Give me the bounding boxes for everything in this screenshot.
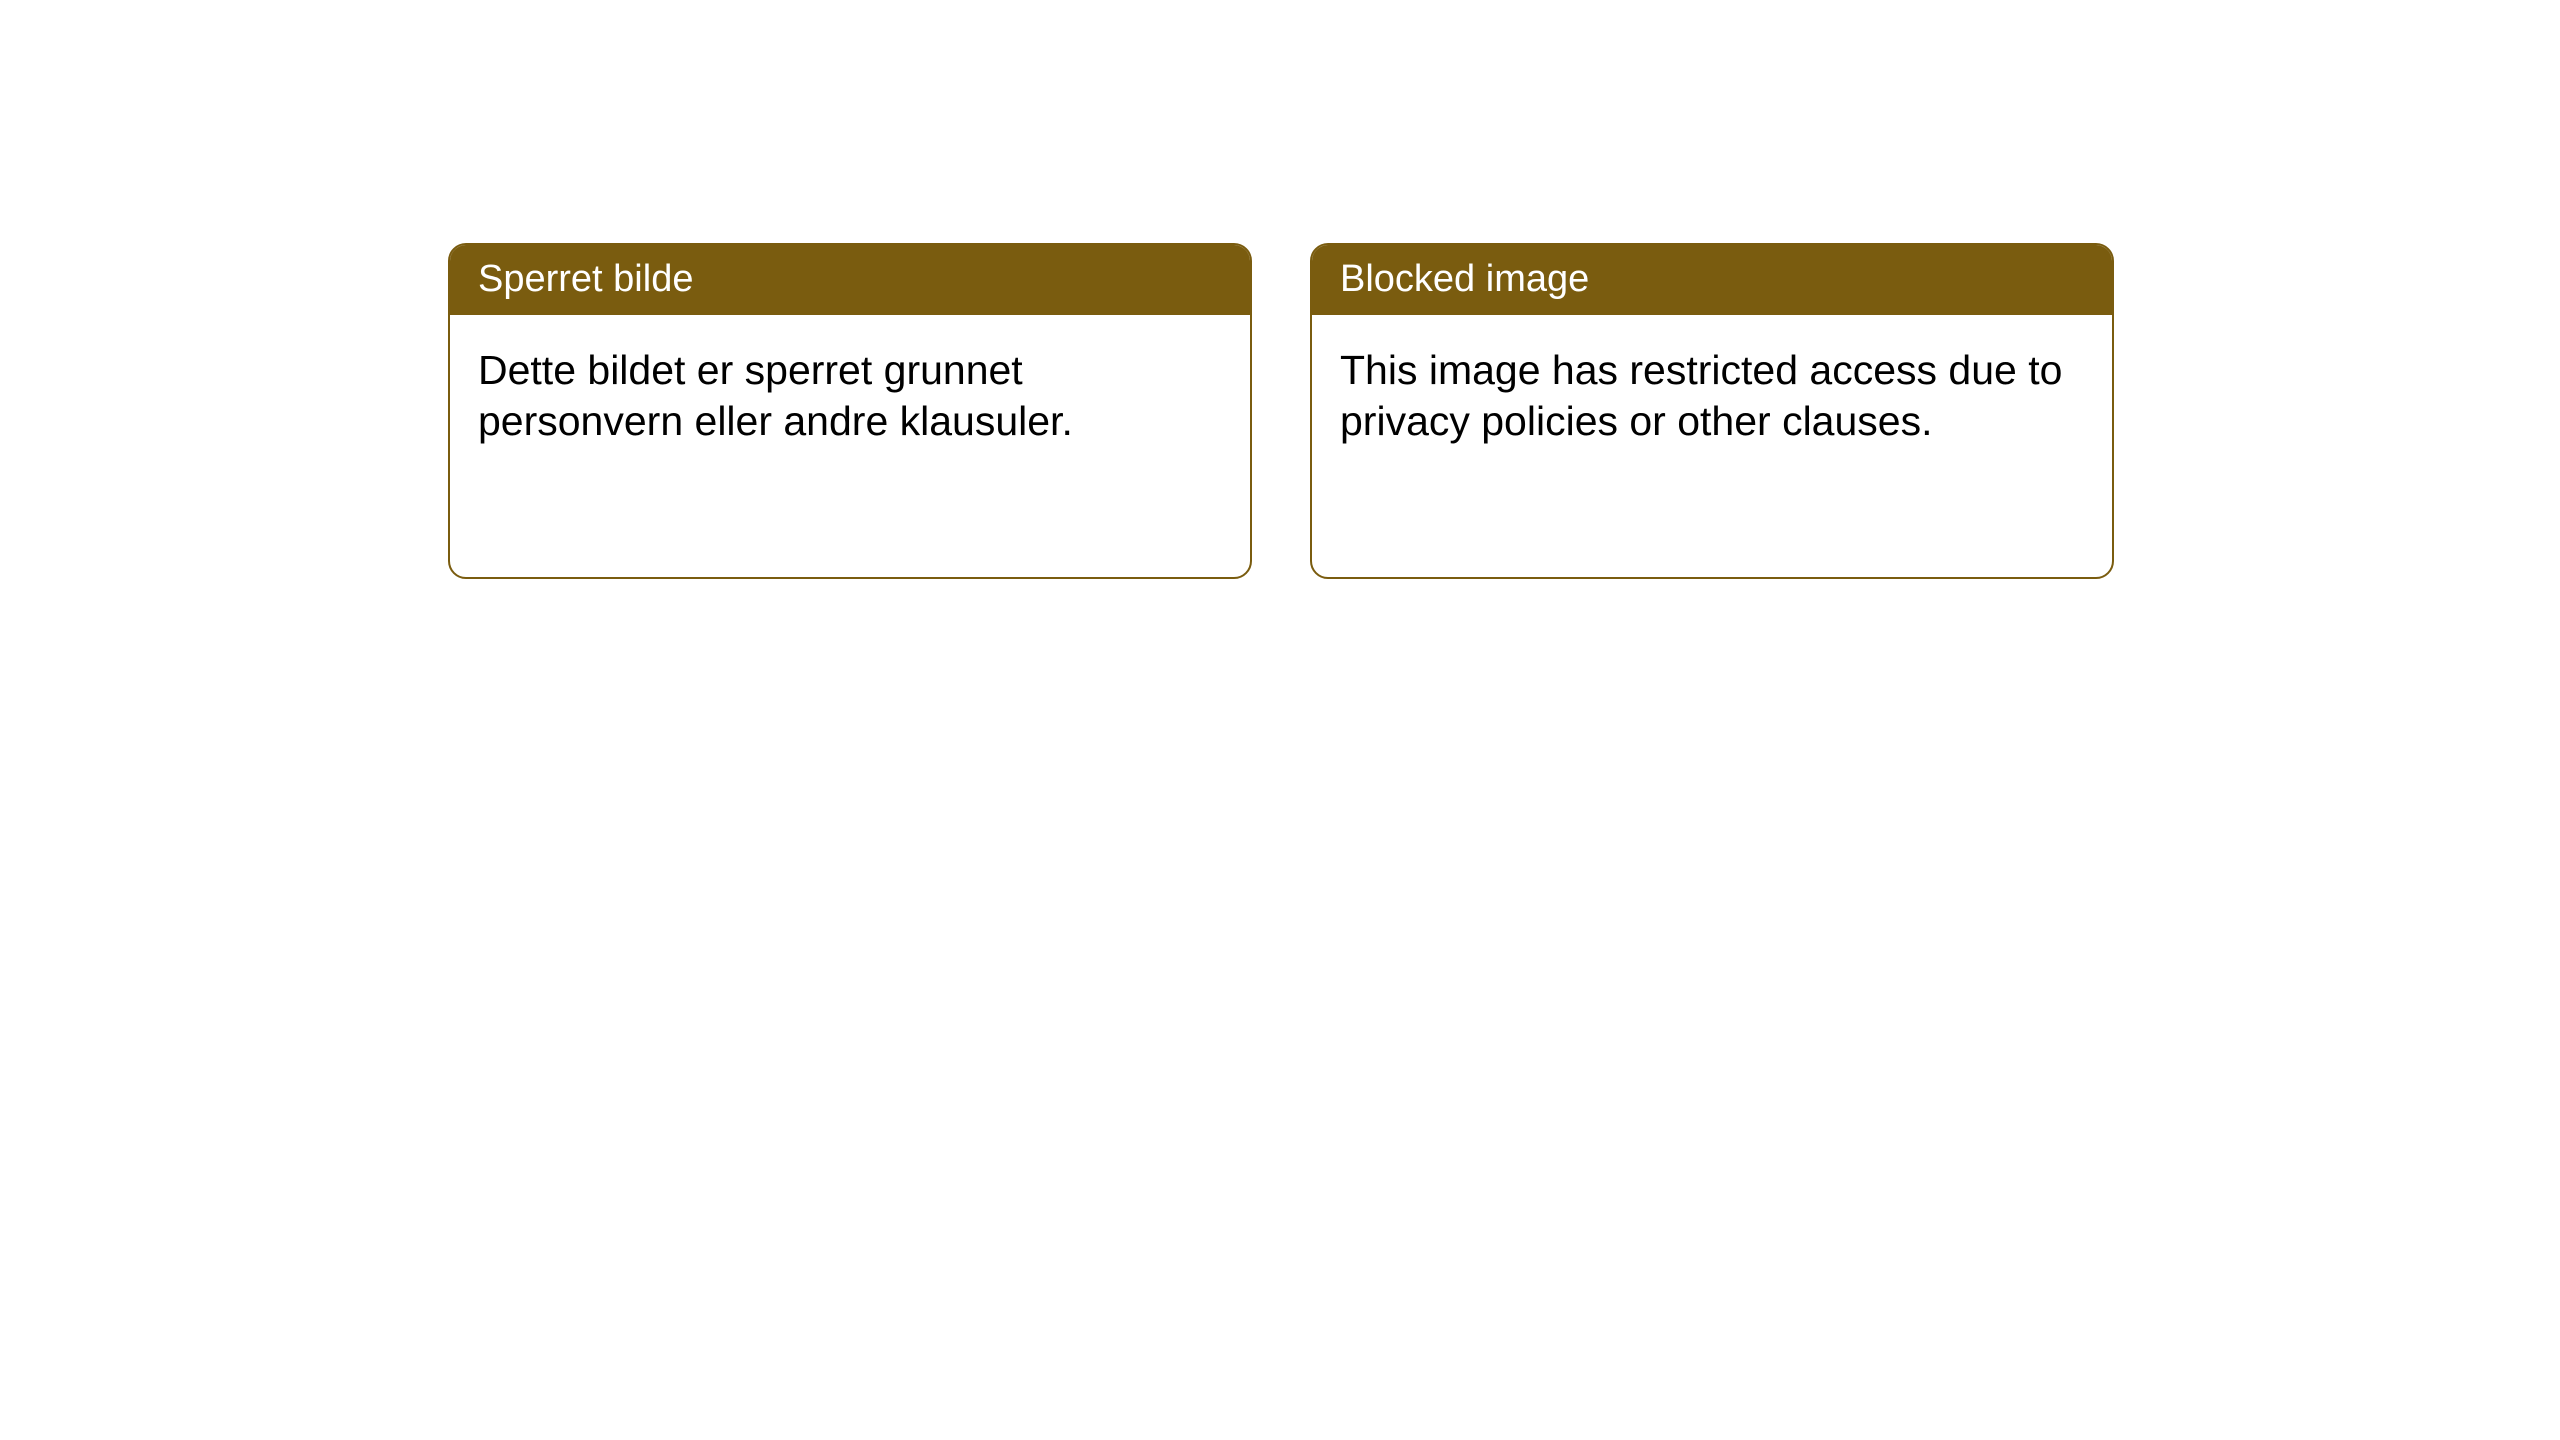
card-body: This image has restricted access due to … <box>1312 315 2112 478</box>
card-message: Dette bildet er sperret grunnet personve… <box>478 347 1073 444</box>
card-header: Sperret bilde <box>450 245 1250 315</box>
notice-row: Sperret bilde Dette bildet er sperret gr… <box>448 243 2114 579</box>
card-message: This image has restricted access due to … <box>1340 347 2062 444</box>
blocked-image-card-en: Blocked image This image has restricted … <box>1310 243 2114 579</box>
card-title: Blocked image <box>1340 258 1589 300</box>
card-body: Dette bildet er sperret grunnet personve… <box>450 315 1250 478</box>
card-header: Blocked image <box>1312 245 2112 315</box>
card-title: Sperret bilde <box>478 258 693 300</box>
blocked-image-card-no: Sperret bilde Dette bildet er sperret gr… <box>448 243 1252 579</box>
